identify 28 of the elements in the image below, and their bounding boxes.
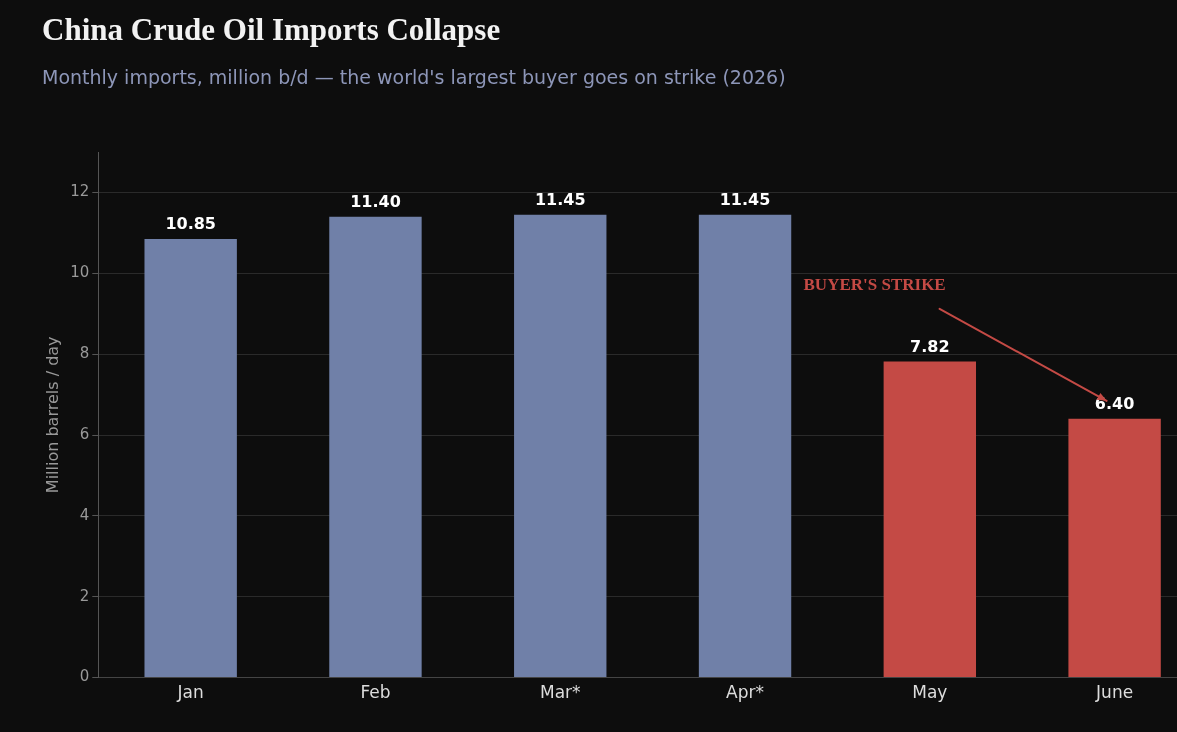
x-tick-label: Jan	[176, 682, 204, 703]
y-tick-label: 6	[79, 424, 90, 443]
x-tick-label: Feb	[360, 682, 391, 703]
x-tick-label: May	[912, 682, 948, 703]
chart-title: China Crude Oil Imports Collapse	[42, 12, 501, 48]
bar	[514, 214, 607, 678]
bar	[698, 214, 792, 678]
y-tick-label: 0	[79, 667, 90, 686]
data-label: 11.45	[719, 189, 771, 209]
x-tick-label: Apr*	[726, 682, 764, 703]
bar	[883, 361, 977, 678]
y-tick-label: 2	[79, 586, 90, 605]
y-tick-label: 10	[70, 263, 90, 282]
bar	[144, 238, 237, 678]
data-label: 10.85	[165, 214, 216, 234]
data-label: 11.45	[534, 189, 586, 209]
y-tick-label: 4	[79, 505, 90, 524]
bar	[1068, 418, 1161, 678]
annotation: BUYER'S STRIKE	[803, 275, 946, 295]
chart-subtitle: Monthly imports, million b/d — the world's largest buyer goes on strike (2026)	[42, 66, 786, 88]
data-label: 11.40	[350, 191, 401, 211]
x-tick-label: June	[1095, 682, 1134, 703]
data-label: 7.82	[910, 336, 950, 356]
y-axis-title: Million barrels / day	[42, 336, 62, 494]
y-tick-label: 12	[70, 182, 90, 201]
x-tick-label: Mar*	[539, 682, 581, 703]
bar	[329, 216, 422, 678]
y-tick-label: 8	[79, 344, 90, 363]
